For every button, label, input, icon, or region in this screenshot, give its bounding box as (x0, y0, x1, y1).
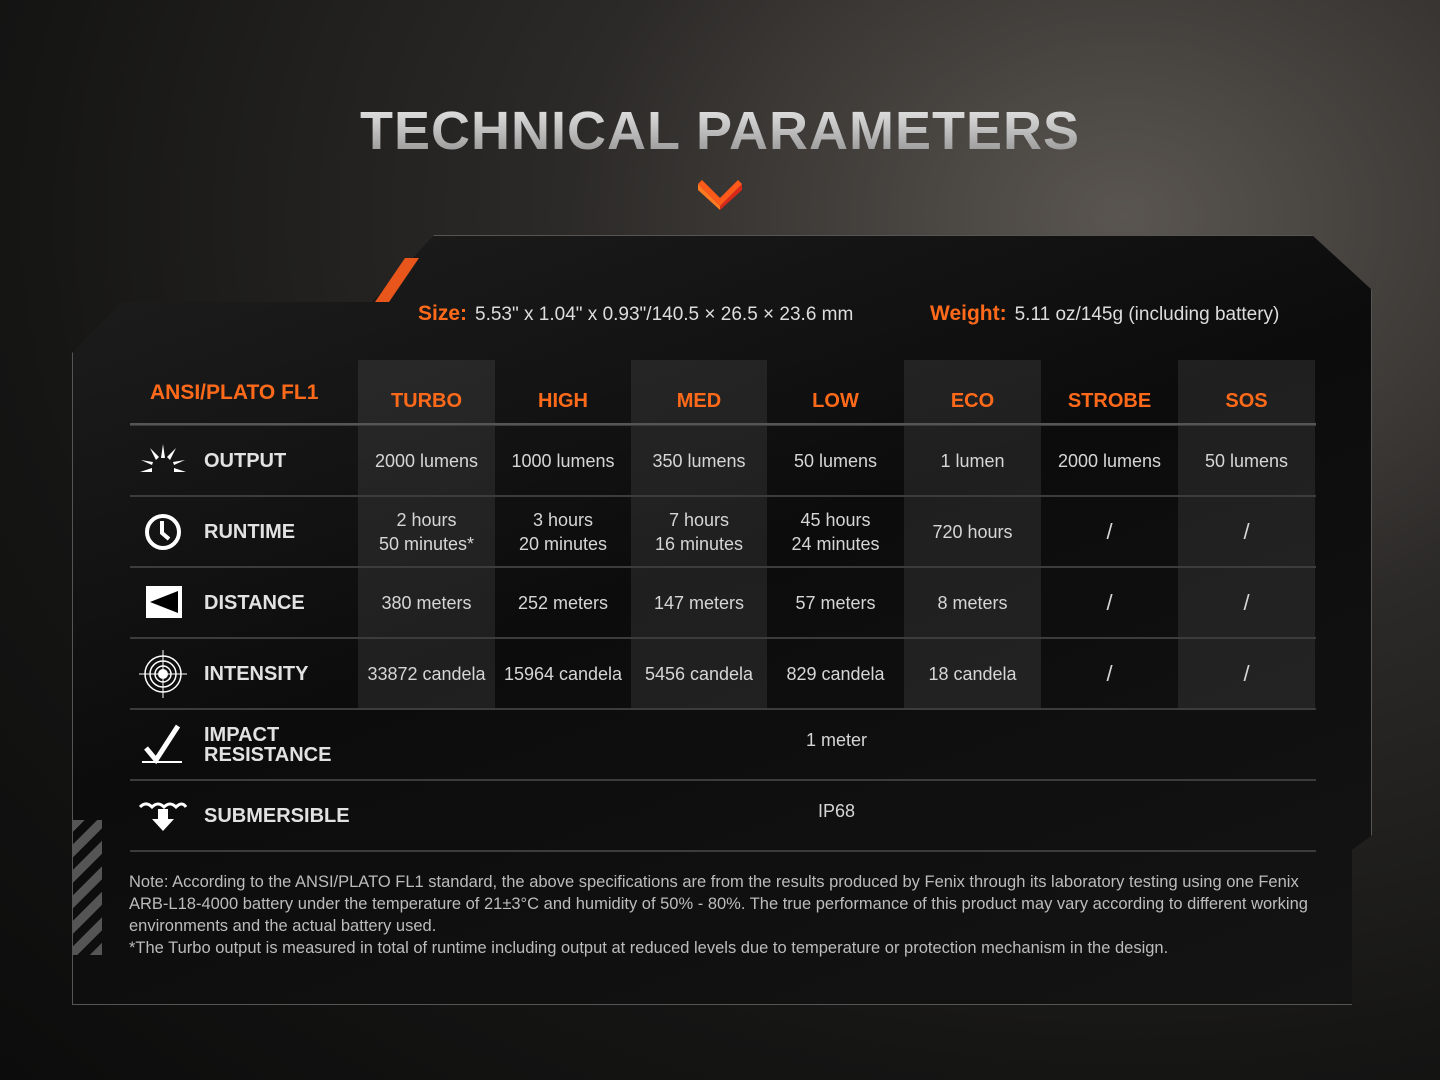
table-cell: 8 meters (937, 592, 1008, 613)
size-spec: Size: 5.53" x 1.04" x 0.93"/140.5 × 26.5 … (418, 302, 853, 326)
table-cell: 7 hours 16 minutes (654, 509, 744, 554)
column-shade (1178, 360, 1315, 709)
column-shade (358, 360, 495, 709)
weight-spec: Weight: 5.11 oz/145g (including battery) (930, 302, 1279, 326)
weight-label: Weight: (930, 302, 1007, 325)
row-divider (130, 779, 1316, 781)
decorative-stripes (72, 820, 102, 955)
table-cell: / (1243, 589, 1250, 615)
table-cell: 380 meters (381, 592, 472, 613)
mode-header-turbo: TURBO (390, 390, 463, 412)
table-cell: 147 meters (653, 592, 745, 613)
target-icon (138, 649, 188, 699)
note: Note: According to the ANSI/PLATO FL1 st… (129, 871, 1319, 959)
table-cell: / (1243, 518, 1250, 544)
note-footnote: *The Turbo output is measured in total o… (129, 939, 1169, 957)
spec-panel (72, 235, 1372, 1005)
row-divider (130, 850, 1316, 852)
size-value: 5.53" x 1.04" x 0.93"/140.5 × 26.5 × 23.… (475, 304, 854, 325)
mode-header-eco: ECO (950, 390, 995, 412)
table-cell: / (1106, 660, 1113, 686)
mode-header-low: LOW (812, 390, 859, 412)
table-cell: 2000 lumens (374, 450, 479, 471)
row-label: DISTANCE (204, 591, 305, 614)
mode-header-sos: SOS (1225, 390, 1268, 412)
table-cell: 3 hours 20 minutes (518, 509, 608, 554)
table-cell: 57 meters (795, 592, 876, 613)
row-divider (130, 566, 1316, 568)
table-cell: / (1106, 518, 1113, 544)
column-shade (904, 360, 1041, 709)
table-cell: / (1243, 660, 1250, 686)
table-cell: 15964 candela (503, 663, 623, 684)
page-title: TECHNICAL PARAMETERS (0, 100, 1440, 162)
mode-header-med: MED (676, 390, 722, 412)
row-divider (130, 637, 1316, 639)
beam-distance-icon (138, 578, 188, 628)
table-cell: 720 hours (932, 521, 1013, 542)
row-label: IMPACT RESISTANCE (204, 723, 332, 766)
table-cell: 252 meters (517, 592, 609, 613)
mode-header-strobe: STROBE (1067, 390, 1152, 412)
row-label: OUTPUT (204, 449, 287, 472)
chevron-down-icon (698, 180, 742, 210)
light-burst-icon (138, 436, 188, 486)
table-cell: 1000 lumens (511, 450, 615, 471)
table-cell: 350 lumens (652, 450, 746, 471)
table-cell: 2 hours 50 minutes* (378, 509, 475, 554)
table-cell: 5456 candela (644, 663, 754, 684)
row-divider (130, 495, 1316, 497)
table-cell: 829 candela (786, 663, 885, 684)
clock-icon (138, 507, 188, 557)
size-label: Size: (418, 302, 468, 325)
table-cell: 2000 lumens (1057, 450, 1162, 471)
row-label: RUNTIME (204, 520, 296, 543)
table-cell-span: IP68 (817, 800, 856, 821)
row-divider (130, 708, 1316, 710)
table-cell: / (1106, 589, 1113, 615)
impact-check-icon (138, 720, 188, 770)
standard-label: ANSI/PLATO FL1 (150, 380, 319, 404)
table-cell: 50 lumens (793, 450, 878, 471)
row-label: SUBMERSIBLE (204, 804, 350, 827)
table-cell: 1 lumen (940, 450, 1005, 471)
water-drop-arrow-icon (138, 791, 188, 841)
mode-header-high: HIGH (538, 390, 588, 412)
table-cell: 33872 candela (367, 663, 486, 684)
weight-value: 5.11 oz/145g (including battery) (1014, 304, 1280, 325)
row-label: INTENSITY (204, 662, 309, 685)
table-cell: 50 lumens (1204, 450, 1289, 471)
table-cell-span: 1 meter (805, 729, 868, 750)
column-shade (631, 360, 767, 709)
note-text: Note: According to the ANSI/PLATO FL1 st… (129, 873, 1308, 935)
header-divider (130, 423, 1316, 425)
table-cell: 45 hours 24 minutes (791, 509, 880, 554)
table-cell: 18 candela (928, 663, 1017, 684)
row-divider (130, 424, 1316, 426)
